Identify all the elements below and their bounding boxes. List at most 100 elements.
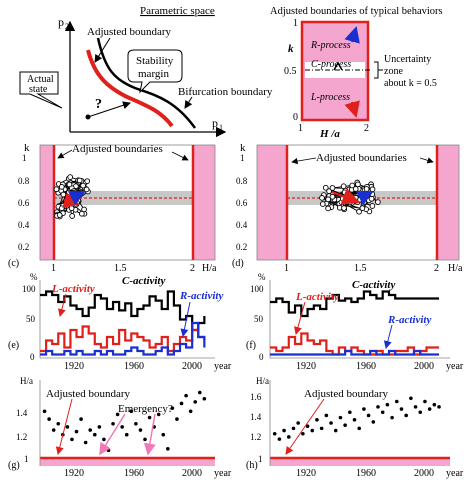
- unit-label: %: [30, 272, 38, 282]
- x-axis-label: H/a: [202, 263, 217, 274]
- data-point: [286, 435, 291, 439]
- trajectory-point: [67, 174, 74, 180]
- trajectory-point: [341, 205, 347, 211]
- ytick-1-4: 1.4: [16, 408, 28, 418]
- ytick-0: 0: [30, 352, 35, 362]
- data-point: [437, 405, 441, 409]
- data-point: [188, 409, 193, 414]
- data-point: [134, 421, 138, 426]
- activity-lines: [40, 290, 206, 356]
- typical-behaviors-title: Adjusted boundaries of typical behaviors: [270, 6, 443, 17]
- data-point: [197, 390, 202, 395]
- p1-label: p: [212, 116, 218, 130]
- trajectory-point: [69, 213, 75, 219]
- data-point: [404, 413, 408, 418]
- data-point: [371, 420, 376, 424]
- data-point: [352, 417, 357, 422]
- data-point: [319, 426, 324, 431]
- trajectory-point: [356, 208, 362, 215]
- c-process-chevron: [333, 61, 343, 71]
- pink-zone: [270, 458, 450, 466]
- trajectory-point: [60, 191, 67, 198]
- data-point: [380, 410, 385, 415]
- data-point: [193, 400, 198, 404]
- trajectory-point: [70, 190, 77, 197]
- r-process-arrow: [344, 26, 360, 44]
- trajectory-point: [359, 205, 366, 212]
- panel-letter: (d): [232, 258, 244, 269]
- trajectory-point: [84, 178, 91, 185]
- xtick-1920: 1920: [64, 468, 84, 479]
- data-point: [324, 413, 329, 418]
- trajectory-point: [81, 206, 87, 213]
- xtick-2000: 2000: [182, 361, 202, 372]
- xtick-1-5: 1.5: [114, 263, 127, 274]
- trajectory-point: [68, 205, 75, 212]
- data-point: [179, 401, 184, 406]
- ytick-0: 0: [259, 352, 264, 362]
- p2-sub: 2: [65, 22, 69, 31]
- panel-letter: (e): [8, 340, 19, 351]
- data-point: [202, 396, 207, 401]
- data-point: [115, 412, 120, 417]
- adjusted-boundary-label: Adjusted boundary: [46, 388, 131, 400]
- data-point: [129, 409, 134, 414]
- data-point: [348, 410, 352, 415]
- data-point: [272, 431, 277, 436]
- c-activity-label: C-activity: [352, 279, 395, 291]
- data-point: [88, 428, 93, 432]
- ytick-1-6: 1.6: [250, 392, 262, 402]
- data-point: [170, 406, 175, 410]
- ytick-50: 50: [26, 314, 36, 324]
- question-mark: ?: [95, 97, 102, 112]
- data-point: [277, 437, 282, 441]
- trajectory-point: [80, 182, 86, 189]
- xtick-1: 1: [284, 263, 289, 274]
- panel-f: % 100 50 0 1920 1960 2000 year (f) L-act…: [246, 272, 464, 372]
- trajectory-point: [58, 183, 65, 190]
- data-point: [394, 399, 399, 404]
- trajectory-point: [53, 186, 60, 193]
- xtick-2: 2: [434, 263, 439, 274]
- data-point: [74, 429, 79, 434]
- scatter-dots: [42, 390, 207, 453]
- data-point: [409, 396, 413, 401]
- adjusted-boundary-label: Adjusted boundary: [304, 388, 389, 400]
- l-process-arrow: [344, 100, 360, 118]
- trajectory-point: [79, 210, 85, 217]
- c-activity-series-line: [270, 290, 440, 318]
- ytick-0-2: 0.2: [236, 242, 247, 252]
- unit-label: %: [258, 272, 266, 282]
- adjusted-boundaries-annotation: Adjusted boundaries: [72, 143, 163, 155]
- trajectory-point: [76, 177, 83, 184]
- actual-state-arrow: [87, 101, 131, 118]
- data-point: [315, 417, 319, 422]
- ytick-0-6: 0.6: [236, 198, 248, 208]
- trajectory-point: [58, 205, 65, 212]
- adjusted-boundary-curve: [86, 49, 174, 128]
- data-point: [418, 410, 423, 415]
- trajectory-point: [319, 201, 326, 207]
- trajectory-point: [369, 186, 376, 193]
- xtick-2000: 2000: [414, 468, 434, 479]
- stability-margin-label-1: Stability: [136, 55, 174, 67]
- data-point: [138, 428, 143, 432]
- uncertainty-label-1: Uncertainty: [384, 54, 431, 65]
- l-activity-arrow: [57, 293, 67, 317]
- panel-c: k 1 0.8 0.6 0.4 0.2 1 1.5 2 H/a (c) Adju…: [8, 142, 217, 274]
- data-point: [97, 425, 102, 429]
- annotation-arrow-right: [171, 151, 189, 161]
- emergency-arrow-1: [99, 413, 126, 456]
- trajectory-point: [369, 203, 376, 209]
- panel-h: H/a 1.6 1.4 1.2 1 1920 1960 2000 year (h…: [246, 376, 464, 479]
- unit-label: H/a: [20, 376, 33, 386]
- emergency-arrow-2: [143, 413, 156, 456]
- ytick-0-4: 0.4: [236, 220, 248, 230]
- x-tick-1: 1: [298, 123, 303, 134]
- data-point: [301, 431, 305, 436]
- h-over-a-label: H /a: [319, 128, 340, 140]
- xtick-1960: 1960: [356, 361, 376, 372]
- xtick-1960: 1960: [356, 468, 376, 479]
- uncertainty-band: [54, 191, 193, 205]
